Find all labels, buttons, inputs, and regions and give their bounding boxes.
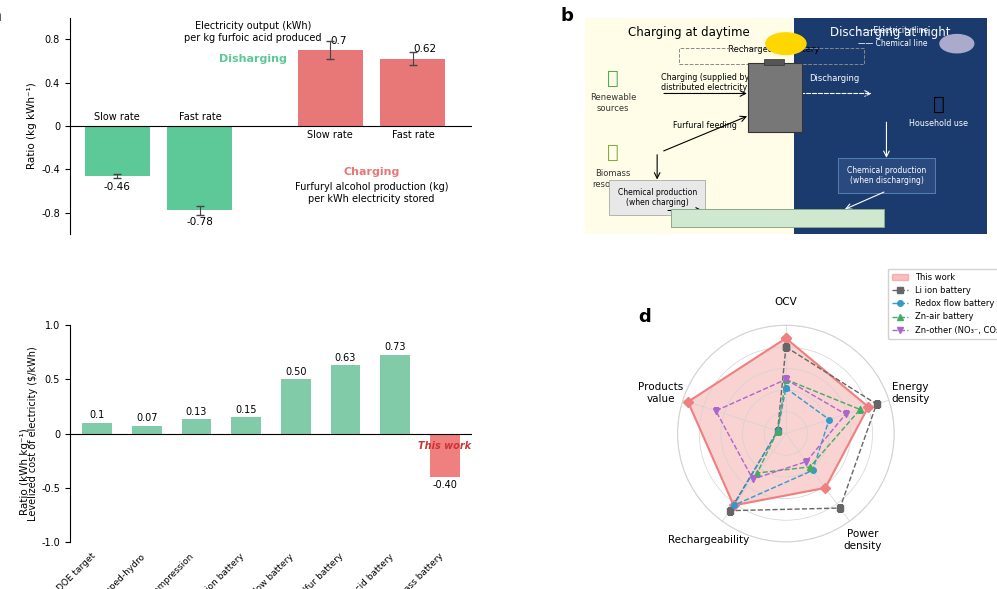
Text: 0.7: 0.7 — [330, 36, 347, 46]
Y-axis label: Levelized cost of electricity ($/kWh): Levelized cost of electricity ($/kWh) — [29, 346, 39, 521]
Text: Electricity output (kWh)
per kg furfoic acid produced: Electricity output (kWh) per kg furfoic … — [184, 21, 322, 42]
Legend: This work, Li ion battery, Redox flow battery, Zn-air battery, Zn-other (NO₃⁻, C: This work, Li ion battery, Redox flow ba… — [887, 269, 997, 339]
Text: Fast rate: Fast rate — [178, 112, 221, 122]
Bar — [380, 355, 410, 434]
Text: -0.78: -0.78 — [186, 217, 213, 227]
Text: 0.62: 0.62 — [413, 45, 436, 55]
Text: 0.63: 0.63 — [335, 353, 356, 363]
Text: Discharging: Discharging — [809, 74, 859, 82]
Text: This work: This work — [418, 441, 472, 451]
Text: Biomass
resources: Biomass resources — [592, 169, 633, 188]
FancyBboxPatch shape — [838, 158, 935, 193]
Text: Furfural feeding: Furfural feeding — [674, 121, 738, 131]
Bar — [297, 50, 363, 126]
Text: Renewable
sources: Renewable sources — [589, 94, 636, 113]
Polygon shape — [688, 338, 868, 505]
Text: 🌿: 🌿 — [607, 69, 619, 88]
FancyBboxPatch shape — [609, 180, 706, 215]
Text: -0.46: -0.46 — [104, 183, 131, 192]
Text: Chemical production
(when charging): Chemical production (when charging) — [617, 188, 697, 207]
Text: b: b — [560, 7, 573, 25]
FancyBboxPatch shape — [764, 59, 784, 65]
Text: a: a — [0, 7, 1, 25]
FancyBboxPatch shape — [748, 63, 802, 133]
Y-axis label: Ratio (kg kWh⁻¹): Ratio (kg kWh⁻¹) — [27, 82, 37, 170]
Text: d: d — [639, 308, 651, 326]
Text: Charging (supplied by
distributed electricity): Charging (supplied by distributed electr… — [661, 73, 750, 92]
Text: 0.13: 0.13 — [185, 407, 207, 417]
Bar — [331, 365, 360, 434]
Text: -0.40: -0.40 — [433, 479, 458, 489]
Bar — [85, 126, 150, 176]
Text: 0.1: 0.1 — [90, 410, 105, 420]
Text: Charging: Charging — [343, 167, 400, 177]
Circle shape — [940, 35, 974, 53]
FancyBboxPatch shape — [794, 18, 987, 234]
Bar — [231, 418, 261, 434]
Text: Slow rate: Slow rate — [95, 112, 140, 122]
Text: - - - Electricity line: - - - Electricity line — [858, 27, 928, 35]
Text: Disharging: Disharging — [219, 55, 287, 64]
Text: Furfuryl alcohol production (kg)
per kWh electricity stored: Furfuryl alcohol production (kg) per kWh… — [295, 183, 449, 204]
Bar — [82, 423, 112, 434]
Text: 🏠: 🏠 — [933, 95, 944, 114]
Text: Charging at daytime: Charging at daytime — [628, 27, 750, 39]
FancyBboxPatch shape — [671, 209, 884, 227]
Circle shape — [766, 33, 806, 55]
Text: Collection & separation units: Collection & separation units — [717, 214, 838, 223]
Text: 0.07: 0.07 — [136, 413, 158, 423]
Text: 0.73: 0.73 — [385, 342, 406, 352]
Bar — [381, 59, 446, 126]
FancyBboxPatch shape — [584, 18, 794, 234]
Text: 0.50: 0.50 — [285, 367, 306, 377]
Text: Ratio (kWh kg⁻¹): Ratio (kWh kg⁻¹) — [20, 428, 30, 515]
Text: Rechargeable battery: Rechargeable battery — [728, 45, 820, 55]
Bar — [167, 126, 232, 210]
Text: Chemical production
(when discharging): Chemical production (when discharging) — [846, 166, 926, 186]
Bar — [430, 434, 460, 477]
Text: —— Chemical line: —— Chemical line — [858, 39, 928, 48]
Text: Fast rate: Fast rate — [392, 130, 435, 140]
Text: Discharging at night: Discharging at night — [831, 27, 951, 39]
Text: 0.15: 0.15 — [235, 405, 257, 415]
Text: Household use: Household use — [909, 120, 968, 128]
Bar — [281, 379, 311, 434]
Bar — [181, 419, 211, 434]
Text: 🌽: 🌽 — [607, 143, 619, 161]
Bar — [132, 426, 162, 434]
Text: Slow rate: Slow rate — [307, 130, 353, 140]
